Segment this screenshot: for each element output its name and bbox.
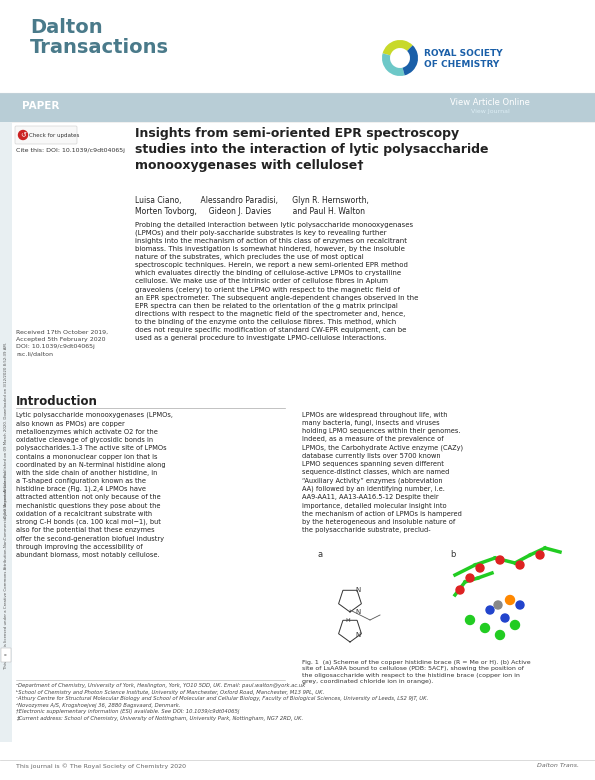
Text: N: N [355,609,360,615]
Bar [0,122,12,742]
Bar [1,648,11,662]
Bar [0,94,595,122]
Text: N: N [355,632,360,638]
Text: OF CHEMISTRY: OF CHEMISTRY [424,60,499,69]
Circle shape [456,586,464,594]
Text: Transactions: Transactions [30,38,169,57]
Circle shape [496,556,504,564]
Text: PAPER: PAPER [22,101,60,111]
Text: Open Access Article. Published on 09 March 2020. Downloaded on 3/12/2020 8:52:39: Open Access Article. Published on 09 Mar… [4,342,8,518]
Text: Fig. 1  (a) Scheme of the copper histidine brace (R = Me or H). (b) Active
site : Fig. 1 (a) Scheme of the copper histidin… [302,660,531,684]
Text: H: H [345,618,350,622]
Text: ROYAL SOCIETY: ROYAL SOCIETY [424,49,503,58]
Circle shape [501,614,509,622]
Wedge shape [403,45,418,76]
Circle shape [506,595,515,604]
Text: This article is licensed under a Creative Commons Attribution-NonCommercial 3.0 : This article is licensed under a Creativ… [4,471,8,669]
Text: Check for updates: Check for updates [29,133,79,137]
Circle shape [494,601,502,609]
Text: Cite this: DOI: 10.1039/c9dt04065j: Cite this: DOI: 10.1039/c9dt04065j [16,148,125,153]
Text: Morten Tovborg,     Gideon J. Davies         and Paul H. Walton: Morten Tovborg, Gideon J. Davies and Pau… [135,207,365,216]
Text: Received 17th October 2019,
Accepted 5th February 2020
DOI: 10.1039/c9dt04065j
r: Received 17th October 2019, Accepted 5th… [16,330,108,356]
Text: Luisa Ciano,        Alessandro Paradisi,      Glyn R. Hernsworth,: Luisa Ciano, Alessandro Paradisi, Glyn R… [135,196,369,205]
Text: LPMOs are widespread throughout life, with
many bacteria, fungi, insects and vir: LPMOs are widespread throughout life, wi… [302,412,463,533]
Circle shape [516,601,524,609]
Circle shape [18,130,27,140]
FancyBboxPatch shape [15,126,77,144]
Text: a: a [318,550,323,559]
Circle shape [536,551,544,559]
Text: ↺: ↺ [20,132,26,138]
Circle shape [511,621,519,629]
Text: Introduction: Introduction [16,395,98,408]
Text: b: b [450,550,455,559]
Text: Insights from semi-oriented EPR spectroscopy
studies into the interaction of lyt: Insights from semi-oriented EPR spectros… [135,127,488,172]
Text: Lytic polysaccharide monooxygenases (LPMOs,
also known as PMOs) are copper
metal: Lytic polysaccharide monooxygenases (LPM… [16,412,173,558]
Text: cc: cc [4,653,8,657]
Circle shape [486,606,494,614]
Wedge shape [383,40,413,55]
Circle shape [476,564,484,572]
Text: Probing the detailed interaction between lytic polysaccharide monooxygenases
(LP: Probing the detailed interaction between… [135,222,418,341]
Wedge shape [382,53,405,76]
Circle shape [465,615,474,625]
Text: Dalton Trans.: Dalton Trans. [537,763,579,768]
Circle shape [466,574,474,582]
Text: Dalton: Dalton [30,18,102,37]
Circle shape [516,561,524,569]
Circle shape [481,623,490,633]
Text: N: N [355,587,360,593]
Text: ᵃDepartment of Chemistry, University of York, Heslington, York, YO10 5DD, UK. Em: ᵃDepartment of Chemistry, University of … [16,683,428,721]
Circle shape [496,630,505,640]
Text: View Article Online: View Article Online [450,98,530,107]
Text: View Journal: View Journal [471,109,509,114]
Text: This journal is © The Royal Society of Chemistry 2020: This journal is © The Royal Society of C… [16,763,186,768]
